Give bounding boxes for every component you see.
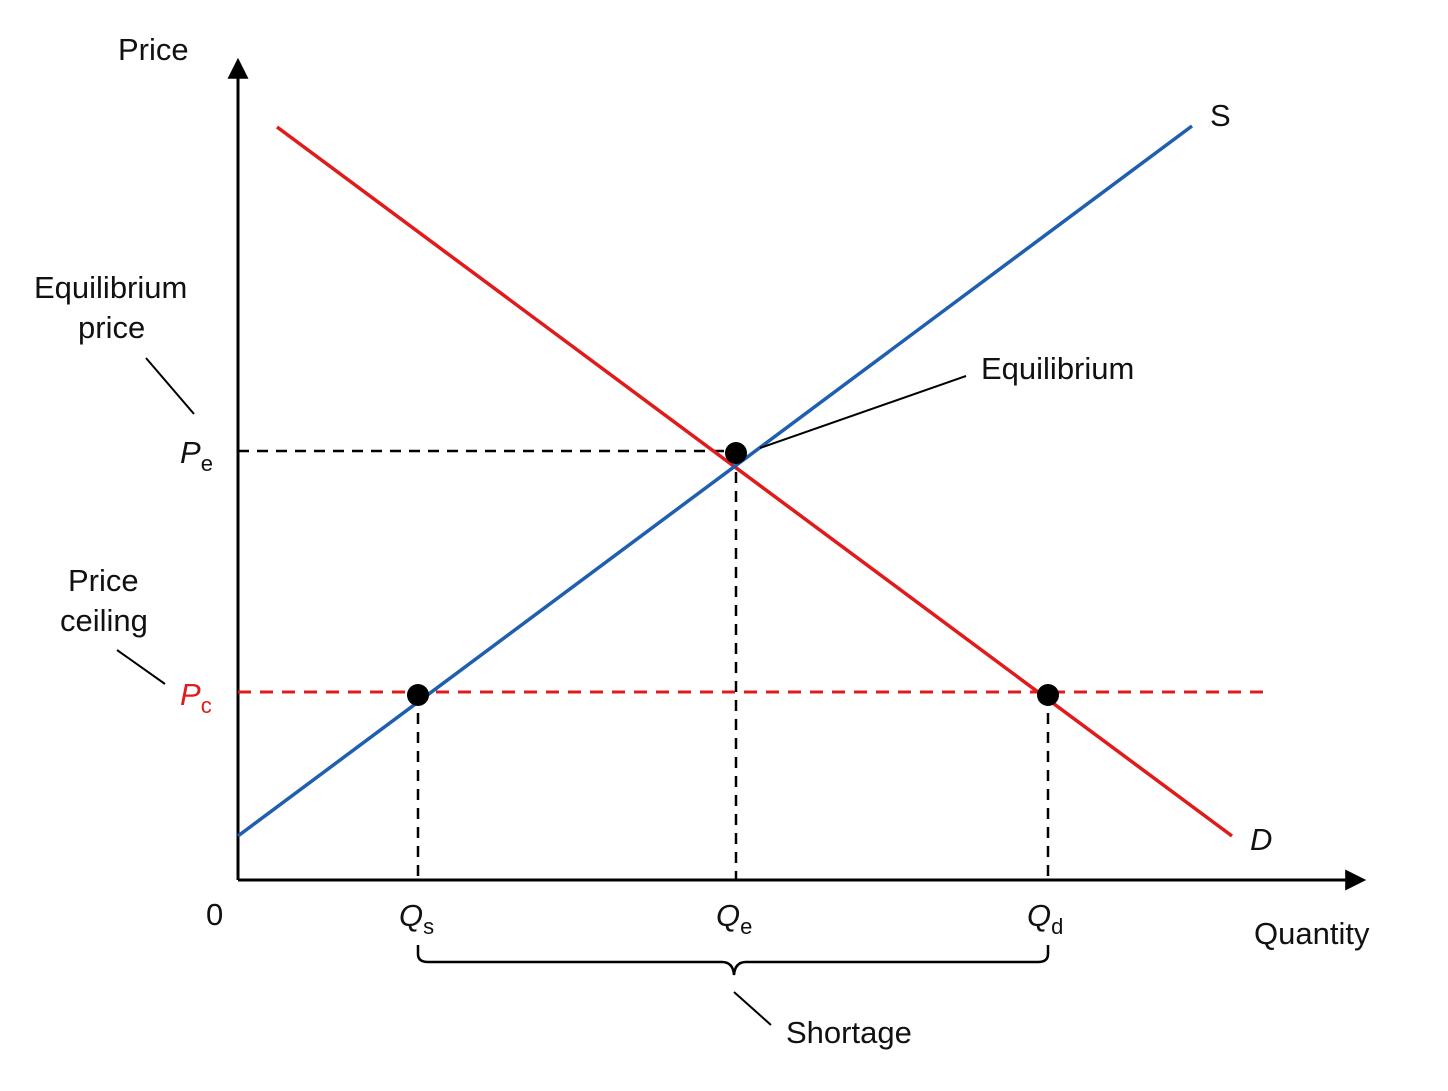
price-ceiling-annotation-line1: Price	[68, 563, 139, 598]
quantity-demanded-symbol: Q	[1027, 898, 1051, 933]
equilibrium-price-symbol: P	[180, 435, 201, 470]
equilibrium-price-leader	[145, 357, 195, 415]
supply-curve	[236, 124, 1194, 838]
quantity-supplied-symbol: Q	[399, 898, 423, 933]
equilibrium-point	[725, 442, 747, 464]
price-ceiling-annotation-line2: ceiling	[60, 603, 148, 638]
quantity-supplied-tick: Qs	[399, 898, 434, 939]
shortage-leader	[733, 991, 772, 1026]
quantity-equilibrium-tick: Qe	[716, 898, 752, 939]
quantity-supplied-sub: s	[423, 914, 434, 939]
y-axis-label: Price	[118, 32, 189, 67]
price-ceiling-tick: Pc	[180, 677, 212, 718]
equilibrium-price-annotation-line2: price	[78, 310, 145, 345]
equilibrium-price-sub: e	[201, 451, 213, 476]
quantity-demanded-point	[1037, 684, 1059, 706]
x-axis-label: Quantity	[1254, 916, 1370, 951]
price-ceiling-sub: c	[201, 693, 212, 718]
price-ceiling-leader	[116, 649, 166, 685]
equilibrium-price-annotation-line1: Equilibrium	[34, 270, 187, 305]
equilibrium-price-tick: Pe	[180, 435, 213, 476]
demand-curve-label: D	[1250, 822, 1272, 857]
equilibrium-leader	[759, 375, 967, 449]
origin-label: 0	[206, 897, 223, 932]
supply-curve-label: S	[1210, 98, 1231, 133]
quantity-demanded-sub: d	[1051, 914, 1063, 939]
shortage-annotation: Shortage	[786, 1015, 912, 1050]
shortage-bracket	[416, 945, 1050, 976]
equilibrium-annotation: Equilibrium	[981, 351, 1134, 386]
quantity-equilibrium-sub: e	[740, 914, 752, 939]
quantity-supplied-point	[407, 684, 429, 706]
price-ceiling-symbol: P	[180, 677, 201, 712]
quantity-demanded-tick: Qd	[1027, 898, 1063, 939]
quantity-equilibrium-symbol: Q	[716, 898, 740, 933]
demand-curve	[275, 125, 1234, 838]
